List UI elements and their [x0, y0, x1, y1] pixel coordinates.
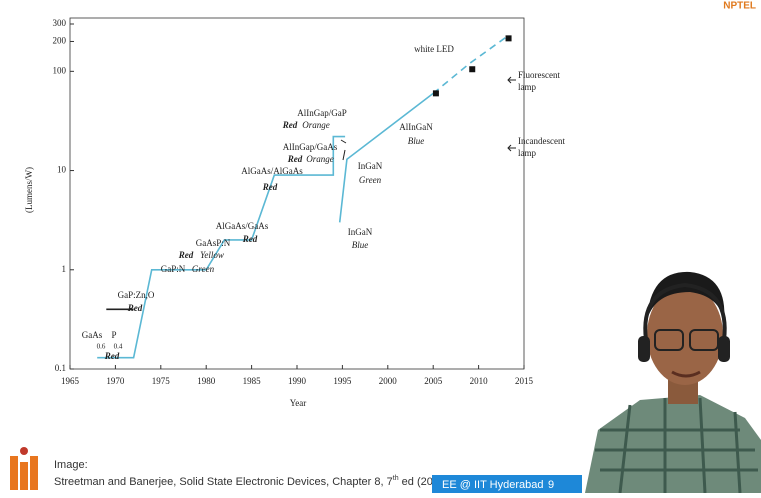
annotation: Green — [192, 264, 215, 274]
y-tick-label: 10 — [57, 165, 67, 175]
annotation: Red — [287, 154, 303, 164]
x-tick-label: 1975 — [152, 376, 171, 386]
x-tick-label: 2010 — [470, 376, 489, 386]
annotation: Orange — [306, 154, 334, 164]
annotation: lamp — [518, 148, 536, 158]
y-tick-label: 0.1 — [55, 363, 66, 373]
x-tick-label: 1990 — [288, 376, 307, 386]
citation: Streetman and Banerjee, Solid State Elec… — [54, 475, 449, 488]
annotation: white LED — [414, 44, 454, 54]
x-tick-label: 1995 — [333, 376, 352, 386]
annotation: 0.6 — [97, 343, 106, 351]
annotation: Red — [262, 182, 278, 192]
annotation: Blue — [352, 240, 369, 250]
annotation: GaP:N — [161, 264, 186, 274]
logo-bar — [20, 462, 28, 490]
marker — [469, 66, 476, 73]
annotation: InGaN — [358, 161, 383, 171]
x-tick-label: 1965 — [61, 376, 80, 386]
y-axis-label: (Lumens/W) — [24, 167, 34, 213]
marker — [432, 90, 439, 97]
x-tick-label: 1970 — [106, 376, 125, 386]
course-box — [432, 475, 582, 493]
course: EE @ IIT Hyderabad — [442, 479, 543, 491]
arrow — [340, 139, 347, 161]
line-series — [338, 92, 434, 223]
annotation: Incandescent — [518, 136, 565, 146]
x-tick-label: 1985 — [243, 376, 262, 386]
logo-bar — [10, 456, 18, 490]
logo-dot — [20, 447, 28, 455]
y-tick-label: 200 — [53, 36, 67, 46]
annotation: AlInGap/GaAs — [283, 142, 338, 152]
presenter — [585, 271, 761, 494]
annotation: AlInGap/GaP — [297, 108, 347, 118]
annotation: Red — [178, 250, 194, 260]
citation-text: Streetman and Banerjee, Solid State Elec… — [54, 476, 393, 488]
annotation: Red — [242, 234, 258, 244]
annotation: GaP:Zn,O — [118, 290, 155, 300]
annotation: GaAsP:N — [196, 238, 231, 248]
x-axis-label: Year — [290, 398, 307, 408]
annotation: P — [111, 330, 116, 340]
annotation: InGaN — [348, 227, 373, 237]
slide-number: 9 — [548, 479, 554, 491]
nptel-logo: NPTEL — [723, 1, 756, 12]
annotation: Blue — [408, 136, 425, 146]
annotation: GaAs — [82, 330, 103, 340]
annotation: Red — [282, 120, 298, 130]
annotation: Red — [104, 351, 120, 361]
annotation: lamp — [518, 82, 536, 92]
annotation: AlGaAs/GaAs — [216, 221, 269, 231]
x-tick-label: 2000 — [379, 376, 398, 386]
chart: 1965 1970 1975 1980 1985 1990 1995 2000 2005 2010… — [53, 17, 565, 386]
x-tick-label: 1980 — [197, 376, 216, 386]
x-tick-label: 2015 — [515, 376, 534, 386]
annotation: Yellow — [200, 250, 224, 260]
annotation: 0.4 — [114, 343, 123, 351]
marker — [505, 35, 512, 42]
annotation: Fluorescent — [518, 70, 560, 80]
y-tick-label: 100 — [53, 65, 67, 75]
citation-sup: th — [393, 475, 399, 482]
x-tick-label: 2005 — [424, 376, 443, 386]
y-tick-label: 1 — [62, 264, 67, 274]
image-label: Image: — [54, 459, 88, 471]
annotation: AlGaAs/AlGaAs — [241, 166, 303, 176]
annotation: Green — [359, 175, 382, 185]
annotation: Orange — [302, 120, 330, 130]
line-series — [432, 36, 507, 95]
arrow — [507, 76, 516, 152]
annotation: Red — [127, 303, 143, 313]
y-tick-label: 300 — [53, 18, 67, 28]
logo-bar — [30, 456, 38, 490]
annotation: AlInGaN — [399, 122, 433, 132]
line-series — [97, 135, 346, 359]
plot-frame — [69, 17, 525, 370]
